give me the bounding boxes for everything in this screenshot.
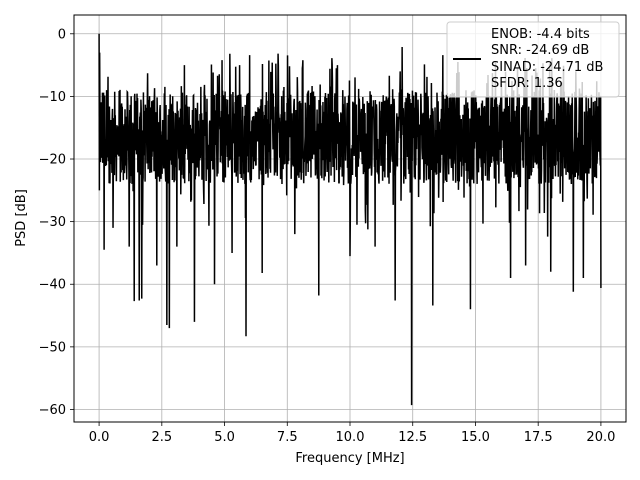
legend-line-sfdr: SFDR: 1.36 [491, 76, 563, 91]
legend-box [446, 21, 620, 98]
y-tick-label: −50 [39, 340, 66, 355]
y-tick-label: −20 [39, 153, 66, 168]
y-tick-label: 0 [58, 27, 66, 42]
legend-line-enob: ENOB: -4.4 bits [491, 27, 590, 42]
x-tick-label: 20.0 [586, 430, 615, 445]
x-tick-label: 17.5 [524, 430, 553, 445]
x-axis-label: Frequency [MHz] [295, 451, 404, 466]
x-axis: 0.0 2.5 5.0 7.5 10.0 12.5 15.0 17.5 20.0 [89, 422, 615, 445]
psd-line [98, 33, 602, 406]
y-tick-label: −60 [39, 403, 66, 418]
y-tick-label: −30 [39, 215, 66, 230]
legend-line-snr: SNR: -24.69 dB [491, 43, 589, 58]
x-tick-label: 0.0 [89, 430, 110, 445]
y-axis-label: PSD [dB] [14, 189, 29, 247]
y-axis: 0 −10 −20 −30 −40 −50 −60 [39, 27, 74, 418]
x-tick-label: 12.5 [398, 430, 427, 445]
y-tick-label: −40 [39, 278, 66, 293]
x-tick-label: 15.0 [461, 430, 490, 445]
x-tick-label: 10.0 [336, 430, 365, 445]
legend: ENOB: -4.4 bits SNR: -24.69 dB SINAD: -2… [446, 21, 620, 98]
y-tick-label: −10 [39, 90, 66, 105]
x-tick-label: 5.0 [214, 430, 235, 445]
legend-line-sinad: SINAD: -24.71 dB [491, 60, 603, 75]
x-tick-label: 2.5 [151, 430, 172, 445]
x-tick-label: 7.5 [277, 430, 298, 445]
psd-series [98, 33, 602, 406]
